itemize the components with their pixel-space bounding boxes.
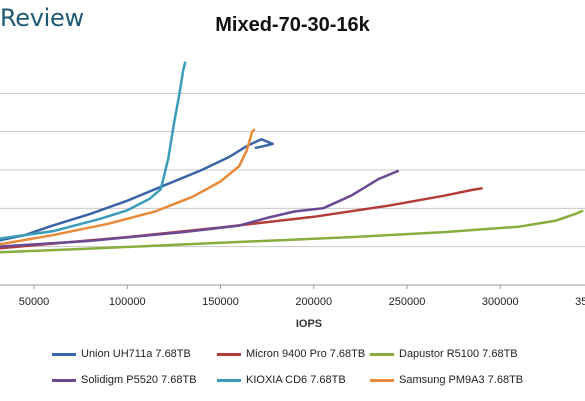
legend-item: Micron 9400 Pro 7.68TB — [217, 348, 365, 360]
legend-swatch — [52, 378, 76, 382]
legend-item: Solidigm P5520 7.68TB — [52, 374, 197, 386]
legend-label: Micron 9400 Pro 7.68TB — [246, 348, 366, 360]
legend-item: Samsung PM9A3 7.68TB — [370, 374, 523, 386]
x-axis-label: IOPS — [296, 318, 322, 330]
legend-label: KIOXIA CD6 7.68TB — [246, 374, 346, 386]
x-tick-label: 250000 — [389, 296, 426, 308]
brand-logo-text: Review — [0, 4, 84, 32]
legend-swatch — [217, 352, 241, 356]
series-line — [0, 128, 256, 246]
x-tick-label: 150000 — [202, 296, 239, 308]
x-tick-labels: 50000 100000 150000 200000 250000 300000 35000… — [19, 296, 585, 308]
legend-label: Solidigm P5520 7.68TB — [81, 374, 197, 386]
gridlines — [0, 92, 585, 248]
legend-item: Dapustor R5100 7.68TB — [370, 348, 518, 360]
x-tick-label: 100000 — [109, 296, 146, 308]
chart-title: Mixed-70-30-16k — [215, 14, 370, 36]
legend-swatch — [370, 378, 394, 382]
series-lines — [0, 61, 584, 254]
series-line — [0, 209, 584, 254]
legend-label: Samsung PM9A3 7.68TB — [399, 374, 524, 386]
legend-swatch — [52, 352, 76, 356]
legend-swatch — [217, 378, 241, 382]
legend-label: Union UH711a 7.68TB — [81, 348, 191, 360]
legend-swatch — [370, 352, 394, 356]
series-line — [0, 169, 399, 248]
x-tick-label: 350000 — [575, 296, 585, 308]
x-tick-label: 300000 — [482, 296, 519, 308]
series-line — [0, 61, 187, 240]
legend-label: Dapustor R5100 7.68TB — [399, 348, 518, 360]
x-tick-label: 50000 — [19, 296, 50, 308]
legend-item: Union UH711a 7.68TB — [52, 348, 191, 360]
series-line — [0, 138, 274, 242]
legend-item: KIOXIA CD6 7.68TB — [217, 374, 346, 386]
axes — [0, 284, 585, 289]
x-tick-label: 200000 — [295, 296, 332, 308]
